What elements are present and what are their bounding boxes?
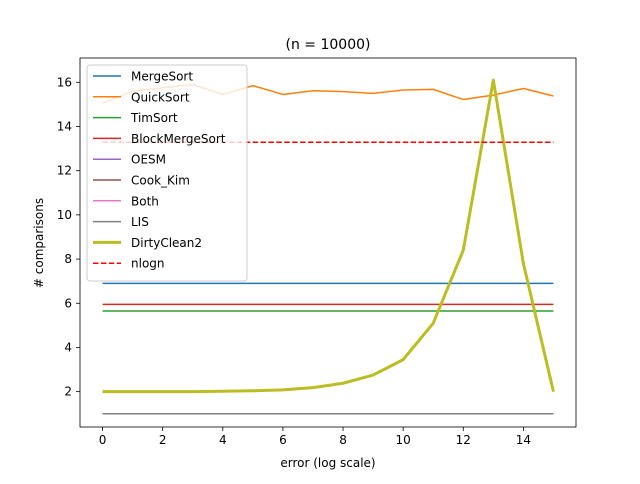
axes-frame <box>79 57 577 428</box>
legend-box <box>86 64 248 282</box>
legend-label-lis: LIS <box>131 215 149 229</box>
x-tick-label: 4 <box>219 433 227 447</box>
y-tick-label: 16 <box>57 75 72 89</box>
legend-label-mergesort: MergeSort <box>131 70 193 84</box>
x-tick-label: 14 <box>516 433 531 447</box>
y-tick-label: 4 <box>64 340 72 354</box>
x-tick-label: 6 <box>279 433 287 447</box>
legend-label-cook-kim: Cook_Kim <box>131 174 190 188</box>
y-tick-label: 6 <box>64 296 72 310</box>
plot-area: 0 2 4 6 8 10 12 14 2 4 6 8 10 12 14 16 MergeSort QuickSor… <box>57 57 577 447</box>
y-tick-label: 14 <box>57 119 72 133</box>
legend-label-dirtyclean2: DirtyClean2 <box>131 236 202 250</box>
legend-label-nlogn: nlogn <box>131 257 165 271</box>
legend-label-blockmergesort: BlockMergeSort <box>131 132 226 146</box>
x-tick-label: 2 <box>159 433 167 447</box>
legend-label-quicksort: QuickSort <box>131 90 190 104</box>
y-tick-label: 8 <box>64 252 72 266</box>
chart-legend: MergeSort QuickSort TimSort BlockMergeSort O… <box>86 64 248 282</box>
legend-label-oesm: OESM <box>131 153 166 167</box>
x-tick-label: 10 <box>396 433 411 447</box>
x-tick-label: 12 <box>456 433 471 447</box>
x-axis-label: error (log scale) <box>280 456 375 470</box>
y-axis-label: # comparisons <box>32 198 46 288</box>
series-line-dirtyclean2 <box>102 78 555 394</box>
y-tick-label: 10 <box>57 208 72 222</box>
x-tick-label: 0 <box>99 433 107 447</box>
y-tick-label: 2 <box>64 385 72 399</box>
chart-title: (n = 10000) <box>286 37 371 53</box>
legend-label-both: Both <box>131 194 159 208</box>
y-tick-label: 12 <box>57 164 72 178</box>
x-tick-label: 8 <box>339 433 347 447</box>
legend-label-timsort: TimSort <box>130 111 178 125</box>
